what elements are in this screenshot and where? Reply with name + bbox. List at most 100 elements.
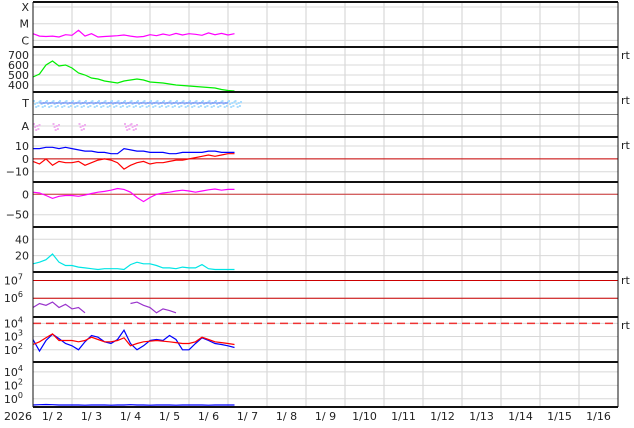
- x-tick-label: 1/10: [352, 410, 377, 423]
- data-point: [210, 106, 213, 108]
- data-point: [193, 105, 196, 107]
- data-point: [223, 106, 226, 108]
- data-point: [204, 106, 207, 108]
- series-line: [32, 301, 177, 314]
- data-point: [79, 126, 82, 128]
- data-point: [232, 105, 235, 107]
- data-point: [60, 103, 63, 105]
- data-point: [111, 100, 113, 102]
- x-tick-label: 1/13: [469, 410, 494, 423]
- data-point: [105, 103, 108, 105]
- data-point: [56, 105, 59, 107]
- data-point: [76, 105, 79, 107]
- data-point: [41, 106, 44, 108]
- y-tick-label: 100: [4, 391, 23, 406]
- data-point: [33, 123, 35, 125]
- data-point: [151, 103, 154, 105]
- data-point: [79, 103, 82, 105]
- data-point: [225, 105, 228, 107]
- data-point: [195, 100, 198, 102]
- data-point: [190, 103, 193, 105]
- data-point: [216, 103, 219, 105]
- data-point: [221, 100, 224, 102]
- y-tick-label: 0: [22, 153, 29, 166]
- y-tick-label: −50: [6, 209, 29, 222]
- data-point: [186, 105, 189, 107]
- data-point: [85, 100, 87, 102]
- data-point: [133, 125, 136, 127]
- data-point: [215, 100, 217, 102]
- x-tick-label: 1/ 4: [120, 410, 141, 423]
- data-point: [46, 100, 48, 102]
- data-point: [35, 106, 38, 108]
- data-point: [203, 103, 206, 105]
- data-point: [53, 126, 56, 128]
- data-point: [56, 128, 59, 130]
- right-label: rt: [621, 49, 631, 62]
- data-point: [137, 100, 139, 102]
- data-point: [131, 126, 134, 128]
- data-point: [189, 100, 191, 102]
- data-point: [240, 101, 242, 103]
- data-point: [180, 105, 183, 107]
- data-point: [37, 105, 40, 107]
- data-point: [230, 106, 233, 108]
- y-tick-label: −10: [6, 166, 29, 179]
- data-point: [54, 106, 57, 108]
- data-point: [157, 103, 160, 105]
- data-point: [236, 106, 239, 108]
- x-tick-label: 1/11: [391, 410, 416, 423]
- data-point: [80, 129, 83, 131]
- data-point: [196, 103, 199, 105]
- y-tick-label: T: [21, 97, 29, 110]
- data-point: [208, 100, 211, 102]
- y-tick-label: M: [20, 18, 30, 31]
- x-tick-label: 1/ 2: [42, 410, 63, 423]
- data-point: [125, 103, 128, 105]
- y-tick-label: 107: [4, 272, 23, 287]
- y-tick-label: 700: [8, 49, 29, 62]
- data-point: [132, 106, 135, 108]
- data-point: [167, 105, 170, 107]
- data-point: [150, 100, 152, 102]
- right-label: rt: [621, 274, 631, 287]
- data-point: [191, 106, 194, 108]
- data-point: [128, 128, 131, 130]
- data-point: [39, 100, 42, 102]
- data-point: [126, 129, 129, 131]
- data-point: [95, 105, 98, 107]
- data-point: [40, 103, 43, 105]
- data-point: [160, 105, 163, 107]
- data-point: [108, 105, 111, 107]
- data-point: [156, 100, 159, 102]
- data-point: [197, 106, 200, 108]
- data-point: [98, 100, 100, 102]
- y-tick-label: 102: [4, 342, 23, 357]
- x-tick-label: 1/15: [547, 410, 572, 423]
- data-point: [100, 106, 103, 108]
- data-point: [152, 106, 155, 108]
- right-label: rt: [621, 94, 631, 107]
- data-point: [206, 105, 209, 107]
- data-point: [87, 106, 90, 108]
- y-tick-label: X: [21, 1, 29, 14]
- data-point: [136, 124, 138, 126]
- data-point: [139, 106, 142, 108]
- data-point: [184, 106, 187, 108]
- data-point: [238, 105, 241, 107]
- data-point: [66, 103, 69, 105]
- data-point: [121, 105, 124, 107]
- data-point: [229, 103, 232, 105]
- data-point: [72, 100, 74, 102]
- data-point: [126, 106, 129, 108]
- data-point: [65, 100, 68, 102]
- data-point: [36, 102, 39, 104]
- data-point: [78, 100, 81, 102]
- data-point: [125, 126, 128, 128]
- data-point: [143, 100, 146, 102]
- data-point: [102, 105, 105, 107]
- data-point: [54, 129, 57, 131]
- data-point: [202, 100, 204, 102]
- y-tick-label: 10: [15, 140, 29, 153]
